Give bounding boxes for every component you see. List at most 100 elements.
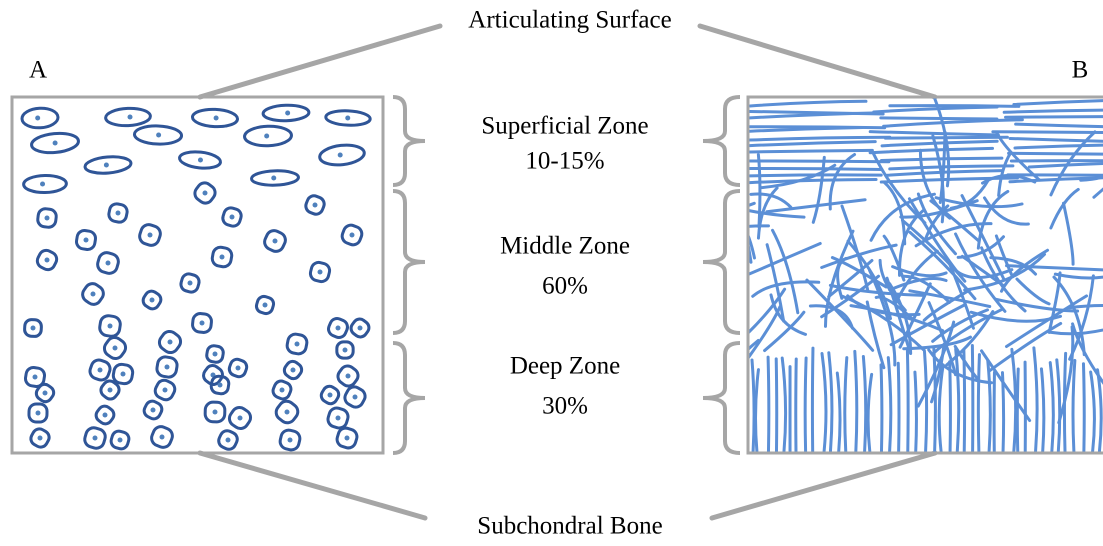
connector <box>700 26 935 97</box>
fiber <box>812 348 813 452</box>
fiber <box>1083 364 1084 452</box>
fiber <box>925 352 927 452</box>
fiber <box>1097 370 1101 452</box>
nucleus <box>45 216 50 221</box>
nucleus <box>213 410 218 415</box>
nucleus <box>345 116 350 121</box>
fiber <box>884 182 905 244</box>
nucleus <box>336 326 341 331</box>
fiber <box>1091 372 1095 452</box>
fiber <box>745 243 820 275</box>
nucleus <box>273 239 278 244</box>
fiber <box>756 370 759 452</box>
zone-share: 60% <box>542 273 588 300</box>
bracket <box>393 343 425 453</box>
nucleus <box>40 182 45 187</box>
fiber <box>1057 360 1060 452</box>
nucleus <box>151 408 156 413</box>
nucleus <box>338 153 343 158</box>
fiber <box>741 207 743 270</box>
nucleus <box>200 321 205 326</box>
fiber <box>884 120 1023 127</box>
fiber <box>1002 373 1003 452</box>
nucleus <box>238 416 243 421</box>
nucleus <box>203 191 208 196</box>
fiber <box>750 137 890 140</box>
fiber <box>687 187 742 268</box>
panel-label: A <box>29 57 47 84</box>
fiber <box>721 289 784 358</box>
collagen-fibers <box>672 92 1103 452</box>
nucleus <box>285 111 290 116</box>
nucleus <box>220 255 225 260</box>
connector <box>712 453 935 518</box>
nucleus <box>33 375 38 380</box>
fiber <box>915 372 917 452</box>
fiber <box>907 351 908 452</box>
nucleus <box>168 340 173 345</box>
nucleus <box>291 368 296 373</box>
title: Articulating Surface <box>468 7 671 34</box>
nucleus <box>358 326 363 331</box>
fiber <box>881 365 882 452</box>
nucleus <box>104 163 109 168</box>
fiber <box>750 179 876 182</box>
fiber <box>1034 348 1037 452</box>
fiber <box>881 158 1001 160</box>
nucleus <box>236 366 241 371</box>
fiber <box>1063 203 1073 264</box>
fiber <box>1017 369 1018 452</box>
fiber <box>950 362 951 452</box>
zone-share: 10-15% <box>525 148 604 175</box>
fiber <box>898 363 899 452</box>
fiber <box>870 132 998 135</box>
fiber <box>1050 363 1053 452</box>
fiber <box>750 161 889 162</box>
nucleus <box>103 413 108 418</box>
nucleus <box>271 176 276 181</box>
nucleus <box>43 391 48 396</box>
fiber <box>863 356 865 452</box>
fiber <box>964 350 965 452</box>
nucleus <box>313 203 318 208</box>
nucleus <box>264 134 269 139</box>
fiber <box>845 358 847 452</box>
zone-share: 30% <box>542 393 588 420</box>
fiber <box>750 101 866 106</box>
fiber <box>888 358 891 452</box>
fiber <box>1014 100 1103 105</box>
fiber <box>956 349 959 452</box>
fiber <box>881 118 997 119</box>
fiber <box>1094 144 1103 197</box>
fiber <box>1069 306 1103 308</box>
nucleus <box>328 393 333 398</box>
bracket <box>703 191 740 333</box>
fiber <box>751 194 791 207</box>
nucleus <box>214 116 219 121</box>
bracket <box>703 97 740 185</box>
connector <box>200 26 440 97</box>
nucleus <box>165 365 170 370</box>
zone-name: Middle Zone <box>500 233 630 260</box>
fiber <box>1073 360 1075 452</box>
nucleus <box>108 388 113 393</box>
fiber <box>890 106 1019 107</box>
fiber <box>978 355 979 452</box>
fiber <box>672 203 754 242</box>
nucleus <box>226 438 231 443</box>
nucleus <box>121 372 126 377</box>
nucleus <box>288 438 293 443</box>
nucleus <box>230 215 235 220</box>
nucleus <box>156 133 161 138</box>
fiber <box>855 351 857 452</box>
fiber <box>870 148 992 152</box>
fiber <box>1004 110 1103 112</box>
nucleus <box>93 436 98 441</box>
nucleus <box>198 158 203 163</box>
nucleus <box>148 233 153 238</box>
nucleus <box>353 395 358 400</box>
nucleus <box>35 116 40 121</box>
fiber <box>890 166 1013 169</box>
nucleus <box>346 374 351 379</box>
fiber <box>758 155 760 227</box>
